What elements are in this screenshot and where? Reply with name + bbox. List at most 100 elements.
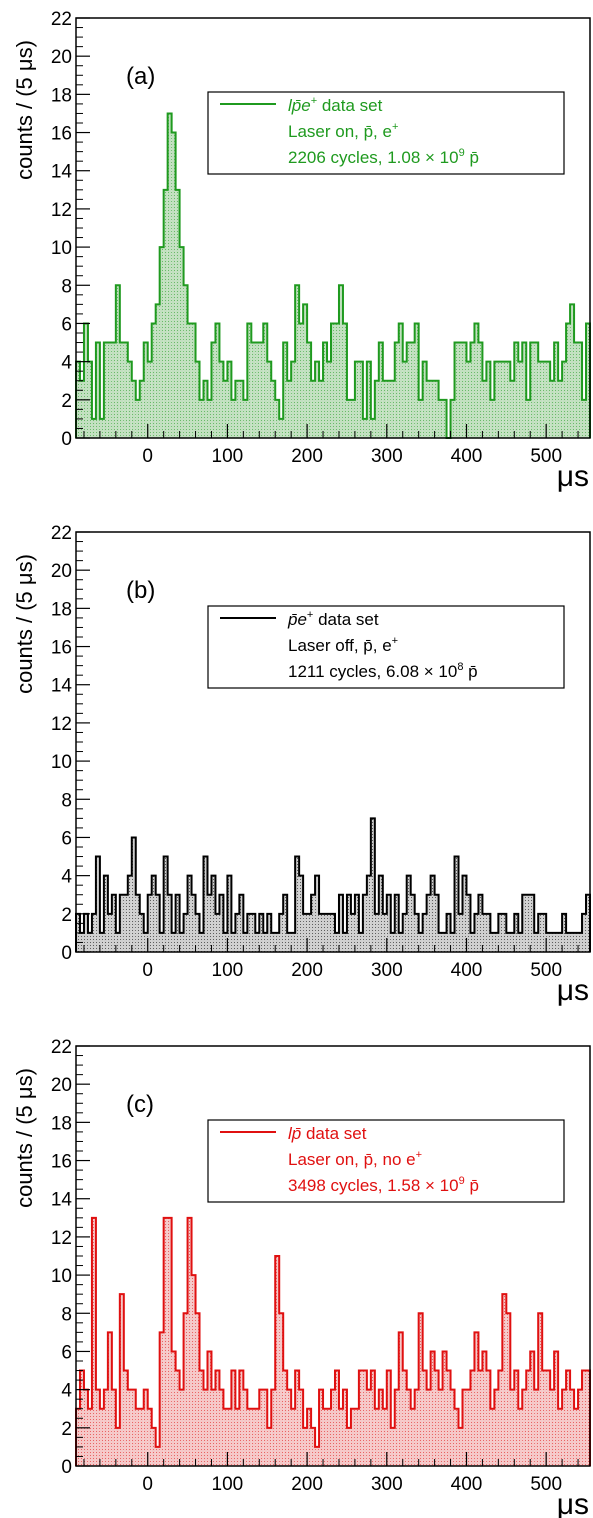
histogram-bar [362,894,367,952]
histogram-bar [354,361,359,438]
histogram-bar [163,856,168,952]
histogram-bar [554,342,559,438]
histogram-bar [358,932,363,952]
histogram-bar [215,1370,220,1466]
histogram-bar [394,894,399,952]
legend-condition-text: Laser off, p̄, e [288,636,392,655]
histogram-bar [538,361,543,438]
histogram-bar [187,1217,192,1466]
histogram-bar [530,1351,535,1466]
histogram-bar [402,361,407,438]
histogram-bar [554,1351,559,1466]
histogram-bar [319,913,324,952]
histogram-bar [510,932,515,952]
histogram-bar [219,894,224,952]
histogram-bar [450,399,455,438]
histogram-bar [251,342,256,438]
histogram-bar [255,342,260,438]
histogram-bar [506,1313,511,1466]
histogram-bar [271,932,276,952]
histogram-bar [215,913,220,952]
legend-statistics: 3498 cycles, 1.58 × 109 p̄ [288,1175,479,1195]
histogram-bar [127,361,132,438]
y-tick-label: 14 [51,676,73,697]
histogram-bar [526,399,531,438]
histogram-bar [191,1275,196,1466]
histogram-bar [311,894,316,952]
legend-box [207,1119,565,1203]
histogram-bar [470,932,475,952]
histogram-bar [542,361,547,438]
histogram-bar [462,875,467,952]
histogram-bar [127,875,132,952]
y-tick-label: 10 [51,752,72,773]
histogram-bar [251,913,256,952]
histogram-bar [522,342,527,438]
histogram-bar [426,1389,431,1466]
legend-entry-rest: data set [317,96,382,115]
histogram-bar [386,380,391,438]
histogram-bar [470,342,475,438]
histogram-bar [342,323,347,438]
histogram-bar [498,1370,503,1466]
x-tick-label: 500 [530,1474,562,1495]
histogram-bar [454,1408,459,1466]
histogram-outline [75,112,591,439]
histogram-bar [486,1370,491,1466]
histogram-bar [135,894,140,952]
legend-box [207,91,565,175]
histogram-bar [578,342,583,438]
legend-condition: Laser off, p̄, e+ [288,635,398,655]
histogram-bar [558,1408,563,1466]
x-tick-label: 400 [451,1474,483,1495]
histogram-bar [442,1351,447,1466]
histogram-bar [338,1408,343,1466]
histogram-bar [123,1370,128,1466]
histogram-bar [175,189,180,438]
histogram-bar [275,1256,280,1466]
y-tick-label: 0 [61,943,72,964]
histogram-bar [338,285,343,438]
histogram-bar [243,932,248,952]
histogram-bar [323,913,328,952]
histogram-bar [466,361,471,438]
histogram-bar [470,1370,475,1466]
histogram-bar [207,1351,212,1466]
histogram-bar [582,913,587,952]
histogram-bar [442,932,447,952]
histogram-bar [179,932,184,952]
x-tick-label: 200 [291,446,323,467]
histogram-bar [203,1389,208,1466]
histogram-bar [135,1408,140,1466]
histogram-bar [450,1389,455,1466]
histogram-bar [207,894,212,952]
y-tick-label: 22 [51,523,72,544]
histogram-bar [175,894,180,952]
histogram-bar [119,342,124,438]
x-tick-label: 100 [212,960,244,981]
legend-entry-name: lp̄e+ data set [288,95,383,115]
histogram-bar [502,361,507,438]
panel-label: (c) [126,1091,154,1118]
histogram-bar [135,399,140,438]
y-tick-label: 10 [51,1266,72,1287]
histogram-bar [478,1370,483,1466]
histogram-bar [370,418,375,438]
histogram-bar [418,1313,423,1466]
y-tick-label: 16 [51,124,72,145]
legend-statistics-end: p̄ [465,148,479,167]
histogram-bar [139,1408,144,1466]
histogram-bar [299,323,304,438]
histogram-bar [183,913,188,952]
y-tick-label: 22 [51,9,72,30]
legend-entry-name-italic: lp̄e [288,96,311,115]
histogram-bar [526,894,531,952]
histogram-bar [378,875,383,952]
histogram-bar [103,1389,108,1466]
histogram-bar [147,361,152,438]
histogram-bar [239,380,244,438]
histogram-bar [247,913,252,952]
y-tick-label: 0 [61,429,72,450]
histogram-bar [466,1389,471,1466]
